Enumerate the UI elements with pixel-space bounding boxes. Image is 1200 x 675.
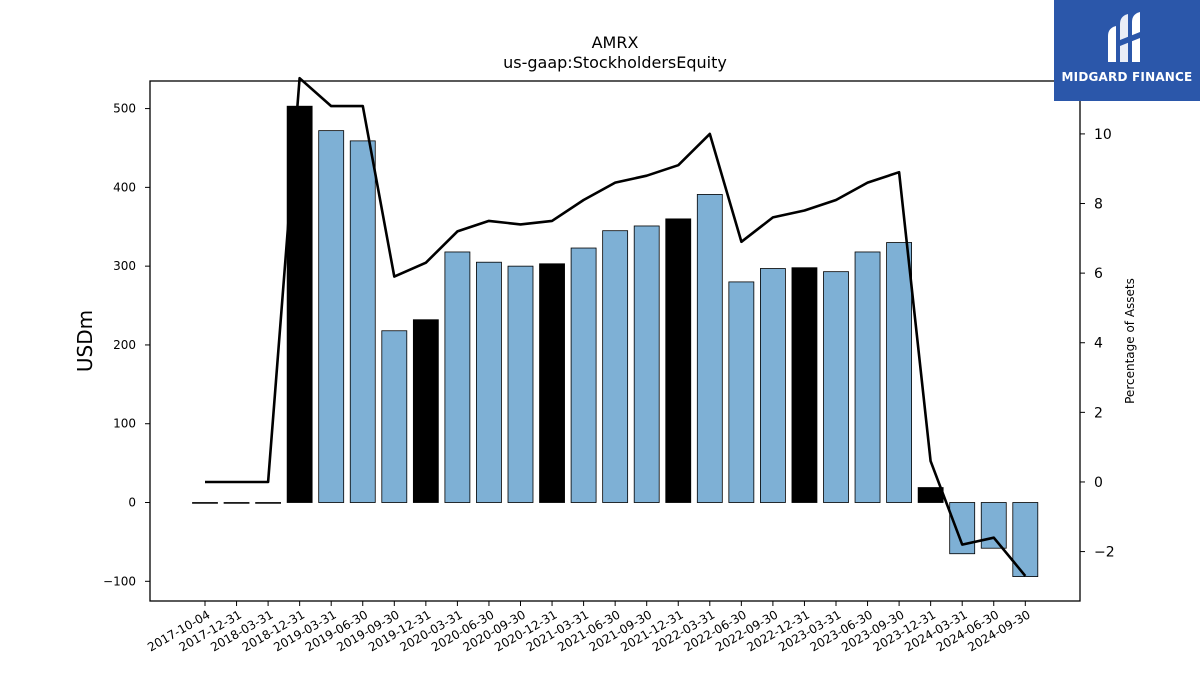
- percentage-of-assets-line: [205, 76, 1027, 577]
- y2-tick-label: 10: [1094, 127, 1112, 143]
- bar-2023-03-31: [823, 271, 849, 503]
- y2-axis-label: Percentage of Assets: [1123, 278, 1137, 404]
- chart-subtitle: us-gaap:StockholdersEquity: [503, 53, 727, 72]
- y-tick-label: 200: [113, 338, 136, 352]
- y2-tick-label: 6: [1094, 266, 1103, 282]
- y2-tick-label: 0: [1094, 475, 1103, 491]
- bar-2019-09-30: [381, 330, 408, 503]
- logo-mark-icon: [1108, 12, 1140, 62]
- bar-2018-03-31: [255, 502, 282, 504]
- y-tick-label: −100: [103, 574, 136, 588]
- y-tick-label: 300: [113, 259, 136, 273]
- y-tick-label: 400: [113, 180, 136, 194]
- y2-tick-label: 8: [1094, 197, 1103, 213]
- logo-text: MIDGARD FINANCE: [1061, 70, 1193, 84]
- bar-2023-12-31: [917, 487, 944, 503]
- y2-tick-label: 2: [1094, 405, 1103, 421]
- line-layer: [205, 76, 1027, 577]
- bar-2021-12-31: [665, 218, 692, 503]
- bar-2022-12-31: [791, 267, 818, 503]
- bar-2018-12-31: [286, 105, 313, 503]
- bar-2023-06-30: [854, 251, 881, 503]
- bar-2022-06-30: [728, 281, 755, 503]
- y-axis-label: USDm: [73, 310, 97, 372]
- bar-2022-09-30: [760, 268, 786, 503]
- bar-2024-03-31: [949, 502, 976, 555]
- bar-2021-03-31: [570, 247, 597, 503]
- y-tick-label: 100: [113, 417, 136, 431]
- bar-2020-06-30: [476, 261, 502, 503]
- bar-2020-03-31: [444, 251, 471, 503]
- bar-2021-06-30: [602, 230, 629, 503]
- brand-logo: MIDGARD FINANCE: [1054, 0, 1200, 101]
- y-tick-label: 0: [128, 496, 136, 510]
- bar-2020-09-30: [507, 265, 534, 503]
- bar-2019-12-31: [412, 319, 439, 503]
- chart-title: AMRX: [592, 33, 639, 52]
- bar-2024-06-30: [980, 502, 1007, 549]
- bar-2017-10-04: [192, 502, 218, 504]
- y2-tick-label: −2: [1094, 545, 1115, 561]
- bar-2023-09-30: [886, 242, 912, 503]
- y-tick-label: 500: [113, 102, 136, 116]
- bar-2022-03-31: [696, 194, 723, 503]
- y-axis-right: −2 0 2 4 6 8 10: [1080, 127, 1115, 561]
- bar-2019-03-31: [318, 130, 345, 503]
- bar-2017-12-31: [223, 502, 250, 504]
- y2-tick-label: 4: [1094, 336, 1103, 352]
- bar-2020-12-31: [539, 263, 565, 503]
- y-axis-left: −100 0 100 200 300 400 500: [103, 102, 150, 588]
- bar-2019-06-30: [349, 140, 376, 503]
- x-axis: 2017-10-042017-12-312018-03-312018-12-31…: [145, 601, 1033, 654]
- bar-group: [192, 105, 1039, 577]
- bar-2021-09-30: [633, 225, 660, 503]
